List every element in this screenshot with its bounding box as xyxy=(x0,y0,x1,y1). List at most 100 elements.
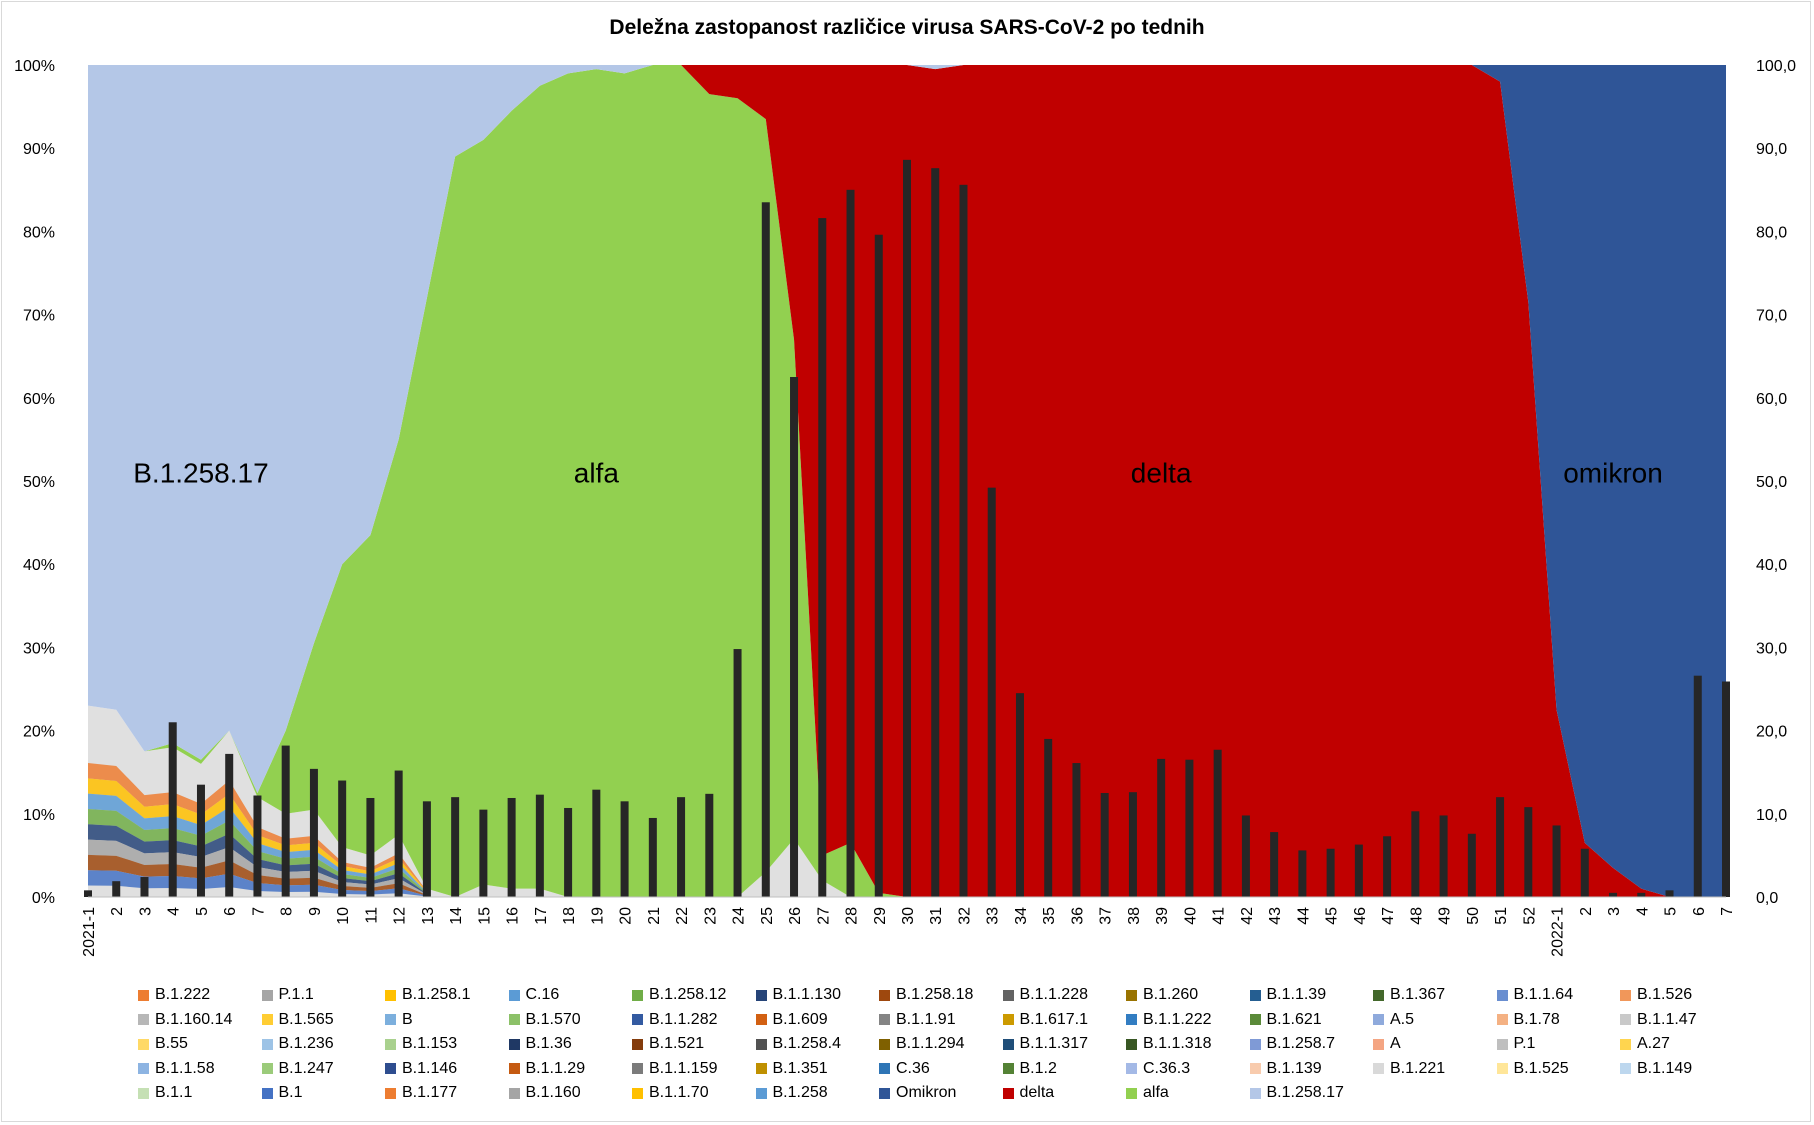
x-tick-label: 14 xyxy=(448,907,465,925)
x-tick-label: 43 xyxy=(1267,907,1284,925)
bar-37 xyxy=(1128,792,1137,897)
bar-53 xyxy=(1580,848,1589,897)
x-tick-label: 30 xyxy=(900,907,917,925)
legend-item: B.1.258 xyxy=(755,1083,828,1103)
x-tick-label: 15 xyxy=(476,907,493,925)
legend-swatch xyxy=(1002,1038,1014,1050)
legend-swatch xyxy=(879,989,890,1001)
legend-item: B.1.258.4 xyxy=(755,1034,841,1054)
legend-label: B.1.617.1 xyxy=(1019,1010,1089,1028)
legend-item: B.1.247 xyxy=(261,1059,334,1079)
x-tick-label: 47 xyxy=(1380,907,1397,925)
x-tick-label: 20 xyxy=(618,907,635,925)
x-tick-label: 5 xyxy=(194,907,211,916)
bar-33 xyxy=(1015,693,1024,897)
x-tick-label: 52 xyxy=(1521,907,1538,925)
x-tick-label: 2 xyxy=(1578,907,1595,916)
bar-7 xyxy=(281,745,290,897)
area-series-1 xyxy=(88,65,1726,897)
legend-swatch xyxy=(1002,1087,1014,1099)
legend-label: alfa xyxy=(1143,1084,1169,1101)
legend-item: B.1.521 xyxy=(632,1034,704,1054)
x-tick-label: 32 xyxy=(956,907,973,925)
legend-swatch xyxy=(1126,1038,1137,1050)
legend-item: B.1.258.1 xyxy=(385,985,471,1005)
y-left-tick-label: 10% xyxy=(23,807,55,824)
bar-51 xyxy=(1524,807,1533,897)
bar-24 xyxy=(761,202,770,897)
legend-item: delta xyxy=(1002,1083,1054,1103)
x-tick-label: 24 xyxy=(731,907,748,925)
legend-swatch xyxy=(1249,1038,1261,1050)
bar-52 xyxy=(1552,825,1561,897)
legend-label: B.1.1.39 xyxy=(1266,986,1327,1003)
legend-label: B.1.1.282 xyxy=(649,1010,718,1028)
bar-6 xyxy=(253,795,262,897)
legend-item: alfa xyxy=(1126,1083,1169,1103)
x-tick-label: 37 xyxy=(1098,907,1115,925)
x-tick-label: 6 xyxy=(222,907,239,916)
x-tick-label: 4 xyxy=(166,907,183,916)
legend-item: B.1.609 xyxy=(755,1010,828,1030)
legend-swatch xyxy=(1373,1014,1384,1025)
bar-14 xyxy=(479,809,488,897)
legend-swatch xyxy=(1002,1063,1014,1074)
legend-item: B.1.258.18 xyxy=(879,985,973,1005)
x-tick-label: 6 xyxy=(1691,907,1708,916)
legend-label: B.1.1.58 xyxy=(155,1059,215,1077)
bar-35 xyxy=(1072,763,1081,897)
legend-item: B.1.621 xyxy=(1249,1010,1322,1030)
bar-8 xyxy=(309,768,318,897)
bar-16 xyxy=(535,794,544,897)
region-label: delta xyxy=(1131,458,1192,489)
legend-swatch xyxy=(261,1014,273,1025)
bar-57 xyxy=(1693,675,1702,897)
y-right-tick-label: 100,0 xyxy=(1756,58,1796,75)
y-left-tick-label: 40% xyxy=(23,557,55,574)
legend-item: B.1.1.91 xyxy=(879,1010,956,1030)
x-tick-label: 10 xyxy=(335,907,352,925)
x-tick-label: 17 xyxy=(533,907,550,925)
x-tick-label: 4 xyxy=(1634,907,1651,916)
bar-48 xyxy=(1439,815,1448,897)
y-left-tick-label: 30% xyxy=(23,640,55,657)
x-tick-label: 19 xyxy=(589,907,606,925)
legend-swatch xyxy=(508,1087,520,1099)
legend-swatch xyxy=(1620,989,1631,1001)
bar-23 xyxy=(733,649,742,897)
legend-item: A.27 xyxy=(1620,1034,1670,1054)
legend-item: P.1 xyxy=(1496,1034,1536,1054)
bar-34 xyxy=(1044,738,1053,897)
x-tick-label: 11 xyxy=(363,907,380,924)
chart-title: Deležna zastopanost različice virusa SAR… xyxy=(609,16,1205,39)
legend-item: B.1.526 xyxy=(1620,985,1692,1005)
bar-11 xyxy=(394,770,403,897)
bar-10 xyxy=(366,797,375,897)
legend-swatch xyxy=(261,1087,273,1099)
legend-item: B.1.258.17 xyxy=(1249,1083,1344,1103)
legend-label: B.1.526 xyxy=(1637,986,1693,1003)
legend-label: B.1.1.91 xyxy=(896,1010,956,1028)
legend-label: B.1.146 xyxy=(402,1059,458,1077)
legend-label: B.1.139 xyxy=(1266,1059,1322,1077)
x-tick-label: 22 xyxy=(674,907,691,925)
x-tick-label: 26 xyxy=(787,907,804,925)
legend-label: P.1 xyxy=(1513,1035,1536,1052)
legend-label: B.1.2 xyxy=(1019,1059,1057,1077)
legend-item: B.1.1 xyxy=(138,1083,192,1103)
legend-swatch xyxy=(755,1014,767,1025)
bar-2 xyxy=(140,877,149,897)
legend-label: B.1.258 xyxy=(772,1084,828,1101)
legend-item: B.1.1.130 xyxy=(755,985,842,1005)
bar-38 xyxy=(1157,758,1166,897)
bar-41 xyxy=(1241,815,1250,897)
legend-item: B.1.146 xyxy=(385,1059,457,1079)
x-tick-label: 41 xyxy=(1211,907,1228,925)
legend-label: B.1.258.18 xyxy=(896,986,974,1003)
legend-swatch xyxy=(385,989,396,1001)
legend-swatch xyxy=(138,1014,149,1025)
legend-label: B.1.609 xyxy=(772,1010,828,1028)
legend-label: B.1.1.130 xyxy=(772,986,842,1003)
x-tick-label: 36 xyxy=(1069,907,1086,925)
